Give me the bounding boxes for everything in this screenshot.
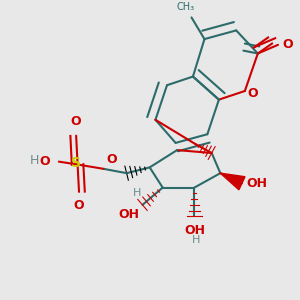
Text: OH: OH xyxy=(246,177,267,190)
Text: O: O xyxy=(282,38,293,51)
Polygon shape xyxy=(220,173,245,190)
Text: OH: OH xyxy=(184,224,205,237)
Text: H: H xyxy=(192,235,200,245)
Text: S: S xyxy=(71,156,81,170)
Text: H: H xyxy=(29,154,39,167)
Text: CH₃: CH₃ xyxy=(177,2,195,12)
Text: O: O xyxy=(248,87,258,101)
Text: O: O xyxy=(74,199,84,212)
Text: O: O xyxy=(71,116,82,128)
Text: OH: OH xyxy=(118,208,140,221)
Text: H: H xyxy=(133,188,141,198)
Text: O: O xyxy=(106,153,117,166)
Text: O: O xyxy=(40,155,50,168)
